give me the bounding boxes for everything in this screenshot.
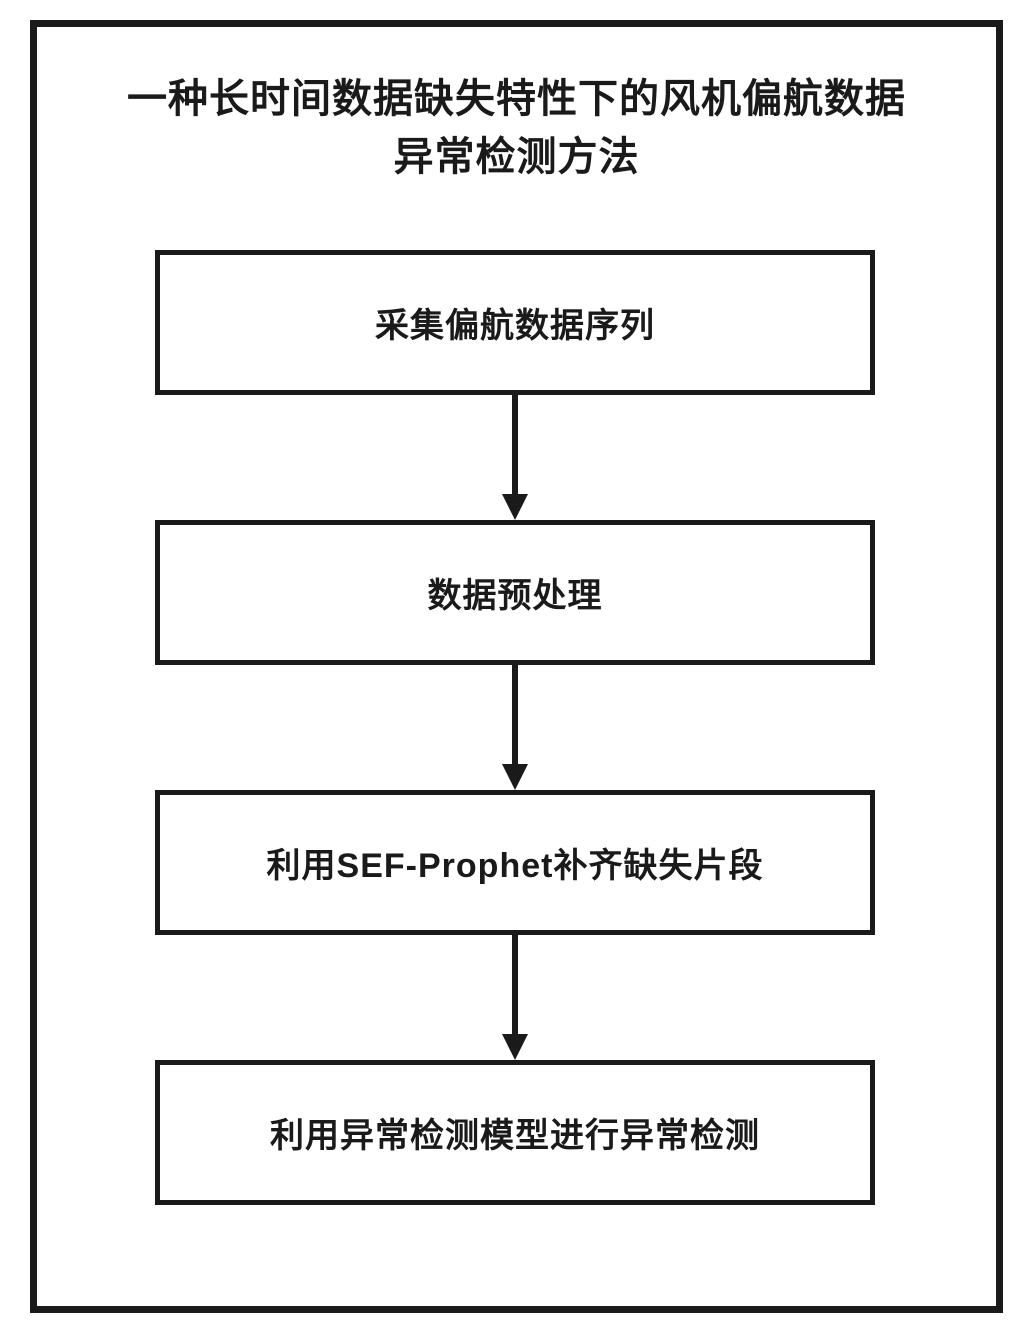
flow-box-preprocess: 数据预处理 <box>155 520 875 665</box>
flow-label-detect: 利用异常检测模型进行异常检测 <box>270 1108 760 1157</box>
arrow-line-sef-prophet-to-detect <box>512 935 518 1034</box>
arrow-head-preprocess-to-sef-prophet <box>502 764 528 790</box>
diagram-title: 一种长时间数据缺失特性下的风机偏航数据 异常检测方法 <box>90 70 943 186</box>
arrow-line-collect-to-preprocess <box>512 395 518 494</box>
title-line-1: 一种长时间数据缺失特性下的风机偏航数据 <box>127 77 906 121</box>
arrow-head-sef-prophet-to-detect <box>502 1034 528 1060</box>
arrow-head-collect-to-preprocess <box>502 494 528 520</box>
flow-box-collect: 采集偏航数据序列 <box>155 250 875 395</box>
flow-label-sef-prophet: 利用SEF-Prophet补齐缺失片段 <box>267 838 764 887</box>
flow-label-collect: 采集偏航数据序列 <box>375 298 655 347</box>
flow-box-detect: 利用异常检测模型进行异常检测 <box>155 1060 875 1205</box>
flow-label-preprocess: 数据预处理 <box>428 568 603 617</box>
flow-box-sef-prophet: 利用SEF-Prophet补齐缺失片段 <box>155 790 875 935</box>
title-line-2: 异常检测方法 <box>394 135 640 179</box>
arrow-line-preprocess-to-sef-prophet <box>512 665 518 764</box>
